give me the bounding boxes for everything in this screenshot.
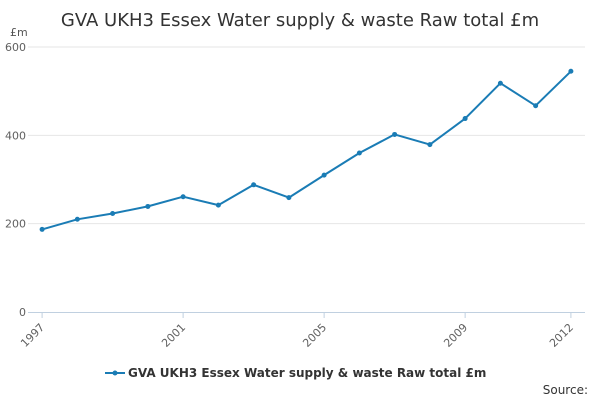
y-tick-label: 600 [5,41,26,54]
data-point[interactable] [462,116,468,122]
x-tick-label: 2001 [159,321,188,350]
data-point[interactable] [427,142,433,148]
data-point[interactable] [533,103,539,109]
legend[interactable]: GVA UKH3 Essex Water supply & waste Raw … [105,366,486,380]
x-tick-label: 2005 [300,321,329,350]
data-point[interactable] [145,203,151,209]
series-line [41,70,572,231]
data-point[interactable] [251,182,257,188]
y-tick-label: 200 [5,218,26,231]
gridlines [28,46,585,225]
legend-point-marker [112,370,118,376]
data-point[interactable] [321,172,327,178]
data-point[interactable] [497,80,503,86]
x-tick-label: 1997 [18,321,47,350]
data-point[interactable] [356,150,362,156]
chart-title: GVA UKH3 Essex Water supply & waste Raw … [61,10,539,31]
data-point[interactable] [392,131,398,137]
data-point[interactable] [110,211,116,217]
y-tick-label: 0 [19,306,26,319]
data-point[interactable] [286,195,292,201]
x-tick-label: 2012 [547,321,576,350]
x-axis-ticks: 1997 2001 2005 2009 2012 [18,312,576,350]
data-point[interactable] [180,194,186,200]
y-axis-unit-label: £m [10,26,28,39]
data-point[interactable] [568,68,574,74]
legend-label[interactable]: GVA UKH3 Essex Water supply & waste Raw … [128,366,486,380]
source-label: Source: [543,383,588,397]
data-point[interactable] [39,226,45,232]
x-tick-label: 2009 [441,321,470,350]
series-group [39,68,574,232]
y-axis-ticks: 0 200 400 600 [5,41,26,319]
data-point[interactable] [215,202,221,208]
data-point[interactable] [74,216,80,222]
y-tick-label: 400 [5,129,26,142]
